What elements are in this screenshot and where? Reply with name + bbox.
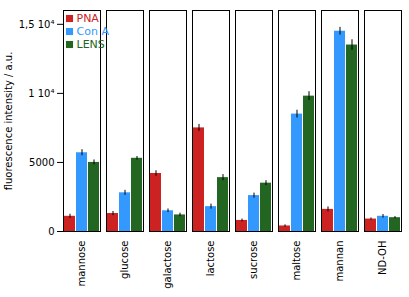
svg-text:galactose: galactose (162, 241, 173, 289)
svg-text:1,5 10⁴: 1,5 10⁴ (19, 19, 55, 30)
svg-text:5000: 5000 (29, 157, 54, 168)
svg-text:1 10⁴: 1 10⁴ (28, 88, 54, 99)
svg-text:PNA: PNA (77, 12, 100, 25)
svg-text:fluorescence intensity / a.u.: fluorescence intensity / a.u. (3, 52, 14, 191)
svg-text:glucose: glucose (119, 241, 130, 279)
svg-text:lactose: lactose (205, 241, 216, 277)
svg-text:sucrose: sucrose (248, 241, 259, 279)
svg-text:maltose: maltose (291, 241, 302, 281)
svg-text:ND-OH: ND-OH (377, 241, 388, 275)
svg-text:0: 0 (48, 226, 54, 237)
svg-text:mannan: mannan (334, 241, 345, 282)
svg-text:LENS: LENS (77, 38, 105, 51)
svg-text:Con A: Con A (77, 25, 110, 38)
svg-text:mannose: mannose (76, 241, 87, 287)
